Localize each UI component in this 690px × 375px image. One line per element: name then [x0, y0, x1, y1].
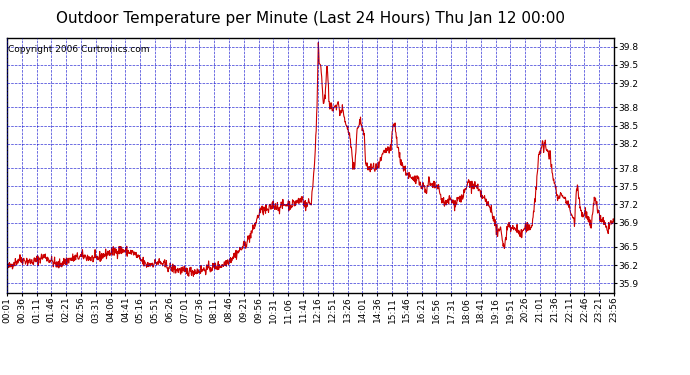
Text: Outdoor Temperature per Minute (Last 24 Hours) Thu Jan 12 00:00: Outdoor Temperature per Minute (Last 24 … [56, 11, 565, 26]
Text: Copyright 2006 Curtronics.com: Copyright 2006 Curtronics.com [8, 45, 150, 54]
